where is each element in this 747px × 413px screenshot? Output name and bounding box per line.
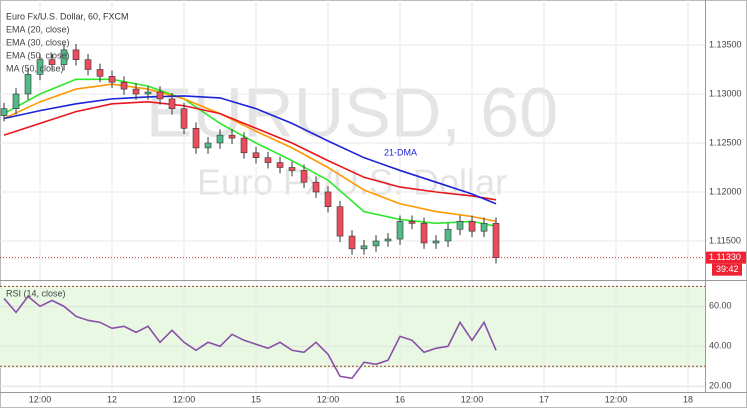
x-tick-label: 12 [107, 394, 117, 404]
last-price-label: 1.11330 [709, 252, 741, 262]
candle-body [48, 59, 56, 65]
x-tick-label: 12:00 [461, 394, 484, 404]
rsi-legend: RSI (14, close) [6, 288, 66, 298]
x-tick-label: 17 [539, 394, 549, 404]
rsi-tick-label: 60.00 [709, 301, 732, 311]
legend-entry: EMA (20, close) [6, 24, 70, 34]
candle-body [24, 74, 32, 95]
candle-body [468, 221, 476, 232]
candle-body [384, 238, 392, 242]
rsi-line [3, 295, 497, 380]
ma-line [3, 83, 497, 223]
x-tick-label: 16 [395, 394, 405, 404]
candle-body [324, 191, 332, 207]
candle-body [300, 170, 308, 183]
candle-body [432, 240, 440, 244]
candle-body [348, 235, 356, 250]
chart-title: Euro Fx/U.S. Dollar, 60, FXCM [6, 11, 129, 21]
candle-body [444, 228, 452, 242]
y-tick-label: 1.12500 [709, 137, 742, 147]
candle-body [492, 223, 500, 258]
annotation: 21-DMA [384, 147, 417, 157]
candle-body [12, 93, 20, 109]
candle-body [288, 167, 296, 171]
candle-body [408, 221, 416, 224]
candle-body [144, 91, 152, 95]
candle-body [84, 59, 92, 70]
candle-body [216, 134, 224, 144]
candle-body [72, 49, 80, 60]
ma-line [3, 95, 497, 205]
candle-body [192, 127, 200, 149]
plot [0, 44, 500, 380]
x-tick-label: 15 [251, 394, 261, 404]
x-tick-label: 12:00 [29, 394, 52, 404]
grid [0, 0, 705, 392]
candle-body [36, 59, 44, 75]
rsi-tick-label: 40.00 [709, 341, 732, 351]
candle-body [156, 91, 164, 100]
y-tick-label: 1.12000 [709, 186, 742, 196]
rsi-tick-label: 20.00 [709, 381, 732, 391]
candle-body [360, 245, 368, 250]
x-tick-label: 12:00 [173, 394, 196, 404]
candle-body [108, 76, 116, 83]
x-tick-label: 12:00 [605, 394, 628, 404]
candle-body [264, 157, 272, 163]
candle-body [252, 152, 260, 158]
y-tick-label: 1.11500 [709, 235, 741, 245]
y-tick-label: 1.13500 [709, 39, 742, 49]
candle-body [60, 49, 68, 65]
candle-body [420, 223, 428, 244]
candle-body [0, 108, 8, 116]
rsi-band [0, 286, 705, 368]
candle-body [312, 181, 320, 193]
countdown-label: 39:42 [716, 264, 739, 274]
countdown-box [712, 263, 742, 276]
candle-body [120, 81, 128, 90]
candle-body [276, 162, 284, 168]
legend-entry: MA (50, close) [6, 63, 64, 73]
candle-body [228, 134, 236, 139]
candle-body [336, 206, 344, 237]
candle-body [204, 142, 212, 149]
candle-body [456, 221, 464, 230]
legend-entry: EMA (50, close) [6, 50, 70, 60]
candle-body [480, 223, 488, 232]
candle-body [396, 221, 404, 240]
x-tick-label: 12:00 [317, 394, 340, 404]
candle-body [168, 98, 176, 109]
candle-body [372, 240, 380, 247]
candle-body [96, 69, 104, 77]
candle-body [132, 88, 140, 95]
y-tick-label: 1.13000 [709, 88, 742, 98]
candle-body [240, 137, 248, 154]
x-tick-label: 18 [683, 394, 693, 404]
candle-body [180, 108, 188, 129]
ma-line [3, 101, 497, 201]
legend-entry: EMA (30, close) [6, 37, 70, 47]
last-price-box [706, 251, 746, 264]
